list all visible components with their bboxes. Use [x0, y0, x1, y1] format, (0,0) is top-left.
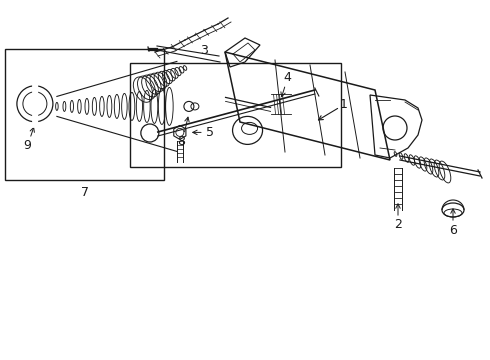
- Bar: [130, 63, 341, 167]
- Text: 6: 6: [449, 224, 457, 237]
- Text: 4: 4: [284, 71, 292, 84]
- Text: 1: 1: [340, 98, 348, 111]
- Text: 9: 9: [23, 139, 31, 152]
- Text: 7: 7: [80, 185, 89, 198]
- Text: 8: 8: [177, 135, 185, 148]
- Text: 5: 5: [206, 126, 214, 139]
- Text: 3: 3: [199, 45, 208, 58]
- Text: 2: 2: [394, 219, 402, 231]
- Bar: [5, 49, 164, 180]
